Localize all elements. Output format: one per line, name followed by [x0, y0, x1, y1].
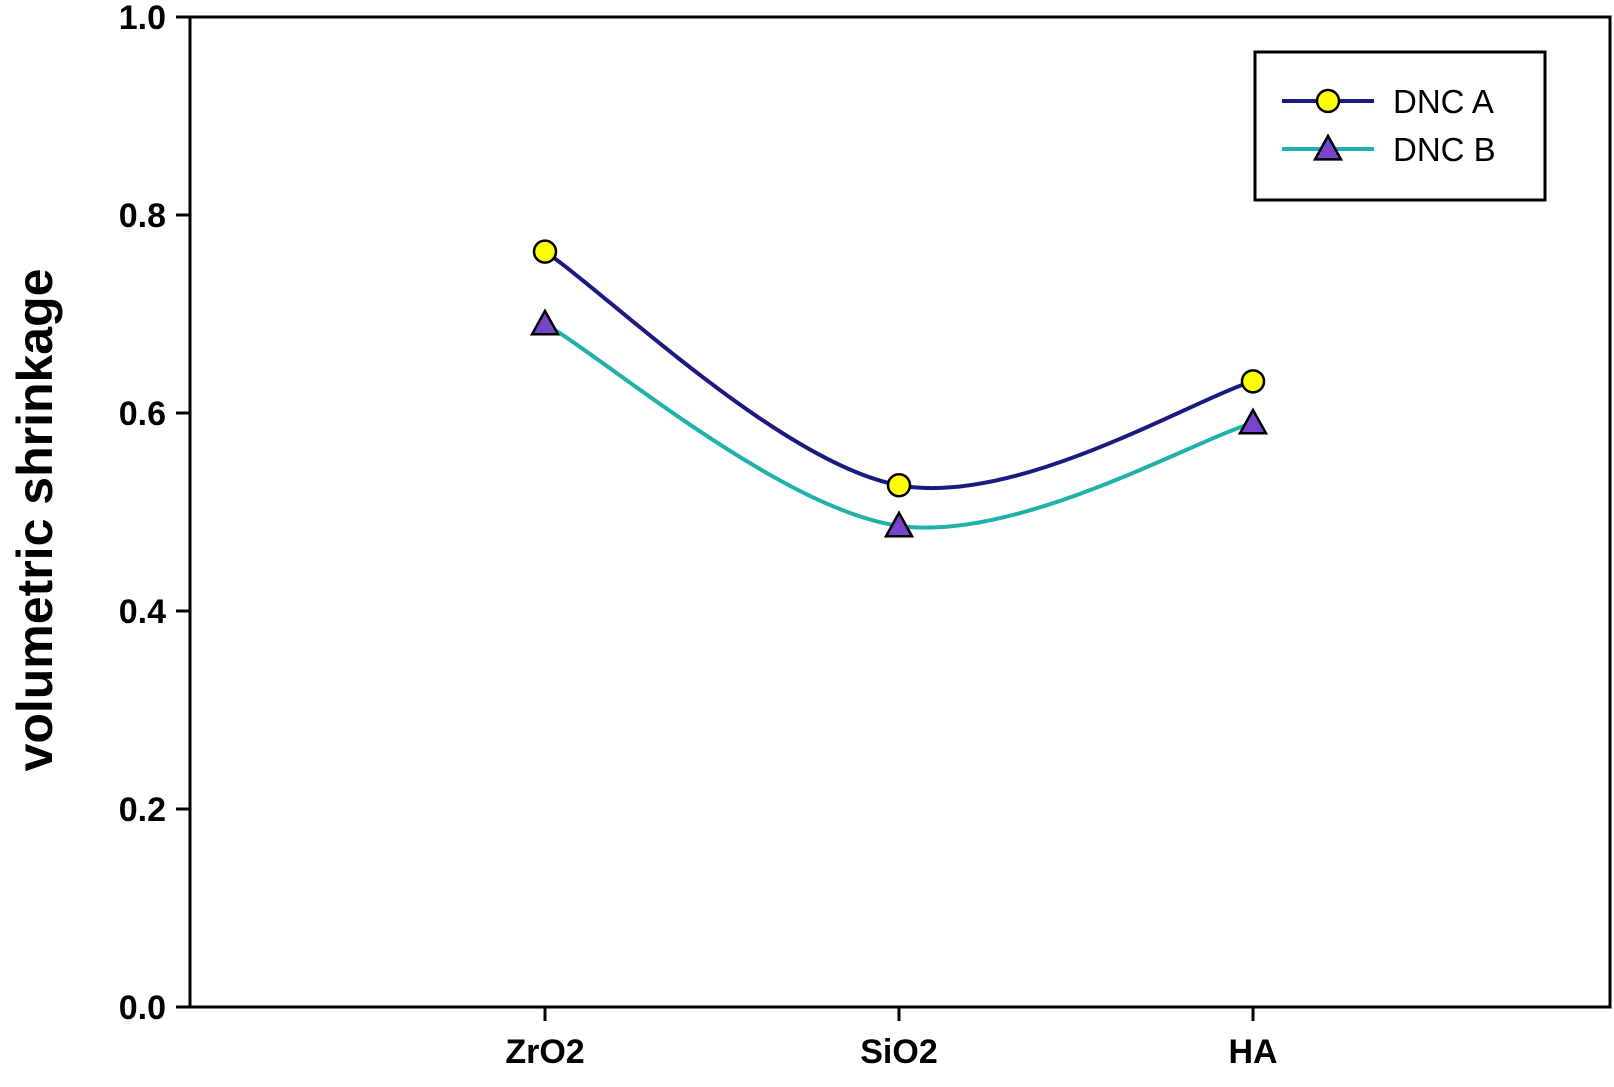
- legend-circle-marker: [1315, 88, 1341, 114]
- y-axis: 0.0 0.2 0.4 0.6 0.8 1.0: [119, 0, 190, 1027]
- legend-entry: DNC B: [1282, 131, 1496, 168]
- triangle-marker: [883, 510, 915, 538]
- circle-marker: [532, 239, 558, 264]
- y-axis-title: volumetric shrinkage: [7, 269, 63, 772]
- legend-triangle-marker: [1312, 133, 1344, 161]
- legend: DNC A DNC B: [1253, 50, 1547, 202]
- x-axis: ZrO2 SiO2 HA: [505, 1007, 1278, 1071]
- y-tick-label: 0.0: [119, 989, 166, 1027]
- legend-entry: DNC A: [1282, 83, 1494, 120]
- triangle-marker: [1237, 407, 1269, 435]
- x-tick-label: ZrO2: [505, 1033, 584, 1071]
- legend-label: DNC B: [1393, 131, 1496, 168]
- series-layer: [529, 239, 1269, 538]
- y-tick-label: 0.4: [119, 593, 166, 631]
- series-dnc-b: [529, 308, 1269, 538]
- y-tick-label: 0.8: [119, 197, 166, 235]
- y-tick-label: 0.2: [119, 791, 166, 829]
- y-tick-label: 1.0: [119, 0, 166, 37]
- circle-marker: [886, 473, 912, 498]
- legend-box: [1253, 50, 1547, 202]
- legend-label: DNC A: [1393, 83, 1494, 120]
- series-line: [543, 249, 1254, 491]
- y-tick-label: 0.6: [119, 395, 166, 433]
- x-tick-label: SiO2: [860, 1033, 937, 1071]
- circle-marker: [1240, 369, 1266, 394]
- triangle-marker: [529, 308, 561, 336]
- x-tick-label: HA: [1228, 1033, 1277, 1071]
- series-dnc-a: [532, 239, 1266, 498]
